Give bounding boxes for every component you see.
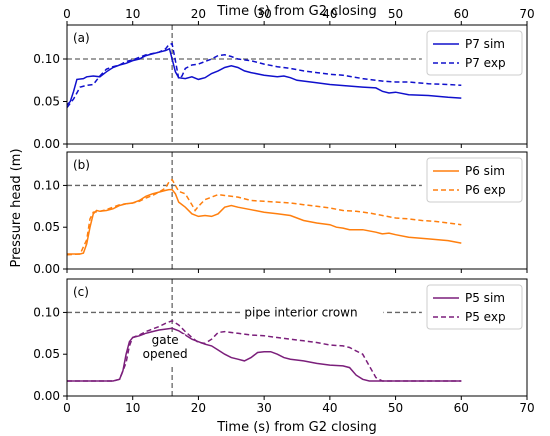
x-tick-label: 50 bbox=[388, 401, 403, 415]
series-line-p6-sim bbox=[67, 188, 462, 255]
series-line-p7-exp bbox=[67, 42, 462, 108]
gate-annotation-line2: opened bbox=[143, 347, 188, 361]
legend-label: P7 sim bbox=[465, 37, 505, 51]
top-x-tick-label: 20 bbox=[191, 7, 206, 21]
series-line-p5-exp bbox=[67, 319, 462, 382]
legend-box bbox=[426, 284, 523, 330]
legend-label: P5 exp bbox=[465, 310, 506, 324]
x-tick-label: 10 bbox=[125, 401, 140, 415]
x-tick-label: 40 bbox=[322, 401, 337, 415]
y-axis-title: Pressure head (m) bbox=[9, 148, 24, 267]
panel-2: 0.00 0.05 0.10 (b) P6 sim P6 exp bbox=[33, 151, 528, 276]
bottom-x-axis-title: Time (s) from G2 closing bbox=[216, 420, 376, 435]
x-tick-label: 70 bbox=[519, 401, 534, 415]
panel-1: 0.00 0.05 0.10 0 10 20 30 40 50 60 70 (a) P7 sim P7 e… bbox=[33, 7, 534, 151]
series-line-p7-sim bbox=[67, 47, 462, 106]
legend-label: P7 exp bbox=[465, 56, 506, 70]
top-x-tick-label: 60 bbox=[454, 7, 469, 21]
top-x-tick-label: 10 bbox=[125, 7, 140, 21]
y-tick-label: 0.05 bbox=[33, 347, 60, 361]
y-tick-label: 0.10 bbox=[33, 305, 60, 319]
x-tick-label: 20 bbox=[191, 401, 206, 415]
y-tick-label: 0.05 bbox=[33, 220, 60, 234]
plot-frame bbox=[66, 24, 528, 145]
y-tick-label: 0.00 bbox=[33, 389, 60, 403]
y-tick-label: 0.00 bbox=[33, 262, 60, 276]
top-x-tick-label: 70 bbox=[519, 7, 534, 21]
gate-annotation-line1: gate bbox=[152, 333, 179, 347]
y-tick-label: 0.10 bbox=[33, 52, 60, 66]
panel-label: (b) bbox=[73, 158, 90, 172]
panel-label: (a) bbox=[73, 31, 90, 45]
x-tick-label: 0 bbox=[63, 401, 71, 415]
legend-label: P6 exp bbox=[465, 183, 506, 197]
x-tick-label: 60 bbox=[454, 401, 469, 415]
legend-box bbox=[426, 30, 523, 76]
top-x-tick-label: 30 bbox=[257, 7, 272, 21]
top-x-tick-label: 40 bbox=[322, 7, 337, 21]
y-tick-label: 0.00 bbox=[33, 137, 60, 151]
top-x-axis-title: Time (s) from G2 closing bbox=[216, 4, 376, 19]
top-x-tick-label: 0 bbox=[63, 7, 71, 21]
legend-label: P6 sim bbox=[465, 164, 505, 178]
y-tick-label: 0.05 bbox=[33, 95, 60, 109]
crown-annotation: pipe interior crown bbox=[244, 305, 357, 319]
legend-label: P5 sim bbox=[465, 291, 505, 305]
plot-frame bbox=[66, 151, 528, 270]
x-tick-label: 30 bbox=[257, 401, 272, 415]
panel-label: (c) bbox=[73, 285, 89, 299]
series-line-p6-exp bbox=[67, 178, 462, 256]
plot-frame bbox=[66, 278, 528, 397]
panel-3: 0.00 0.05 0.10 0 10 20 30 40 50 60 70 (c) P5 sim P5 e… bbox=[33, 278, 535, 415]
y-tick-label: 0.10 bbox=[33, 178, 60, 192]
legend-box bbox=[426, 157, 523, 203]
top-x-tick-label: 50 bbox=[388, 7, 403, 21]
